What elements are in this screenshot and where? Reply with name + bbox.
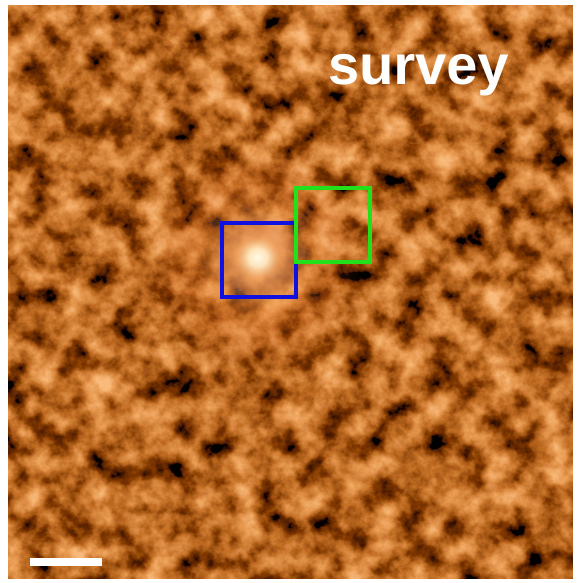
page: survey (() => { const data = JSON.parse(…: [0, 0, 577, 583]
bright-spot: [210, 212, 306, 304]
scale-bar: [30, 558, 102, 566]
image-label: survey: [328, 33, 509, 96]
survey-image: survey: [0, 0, 577, 583]
